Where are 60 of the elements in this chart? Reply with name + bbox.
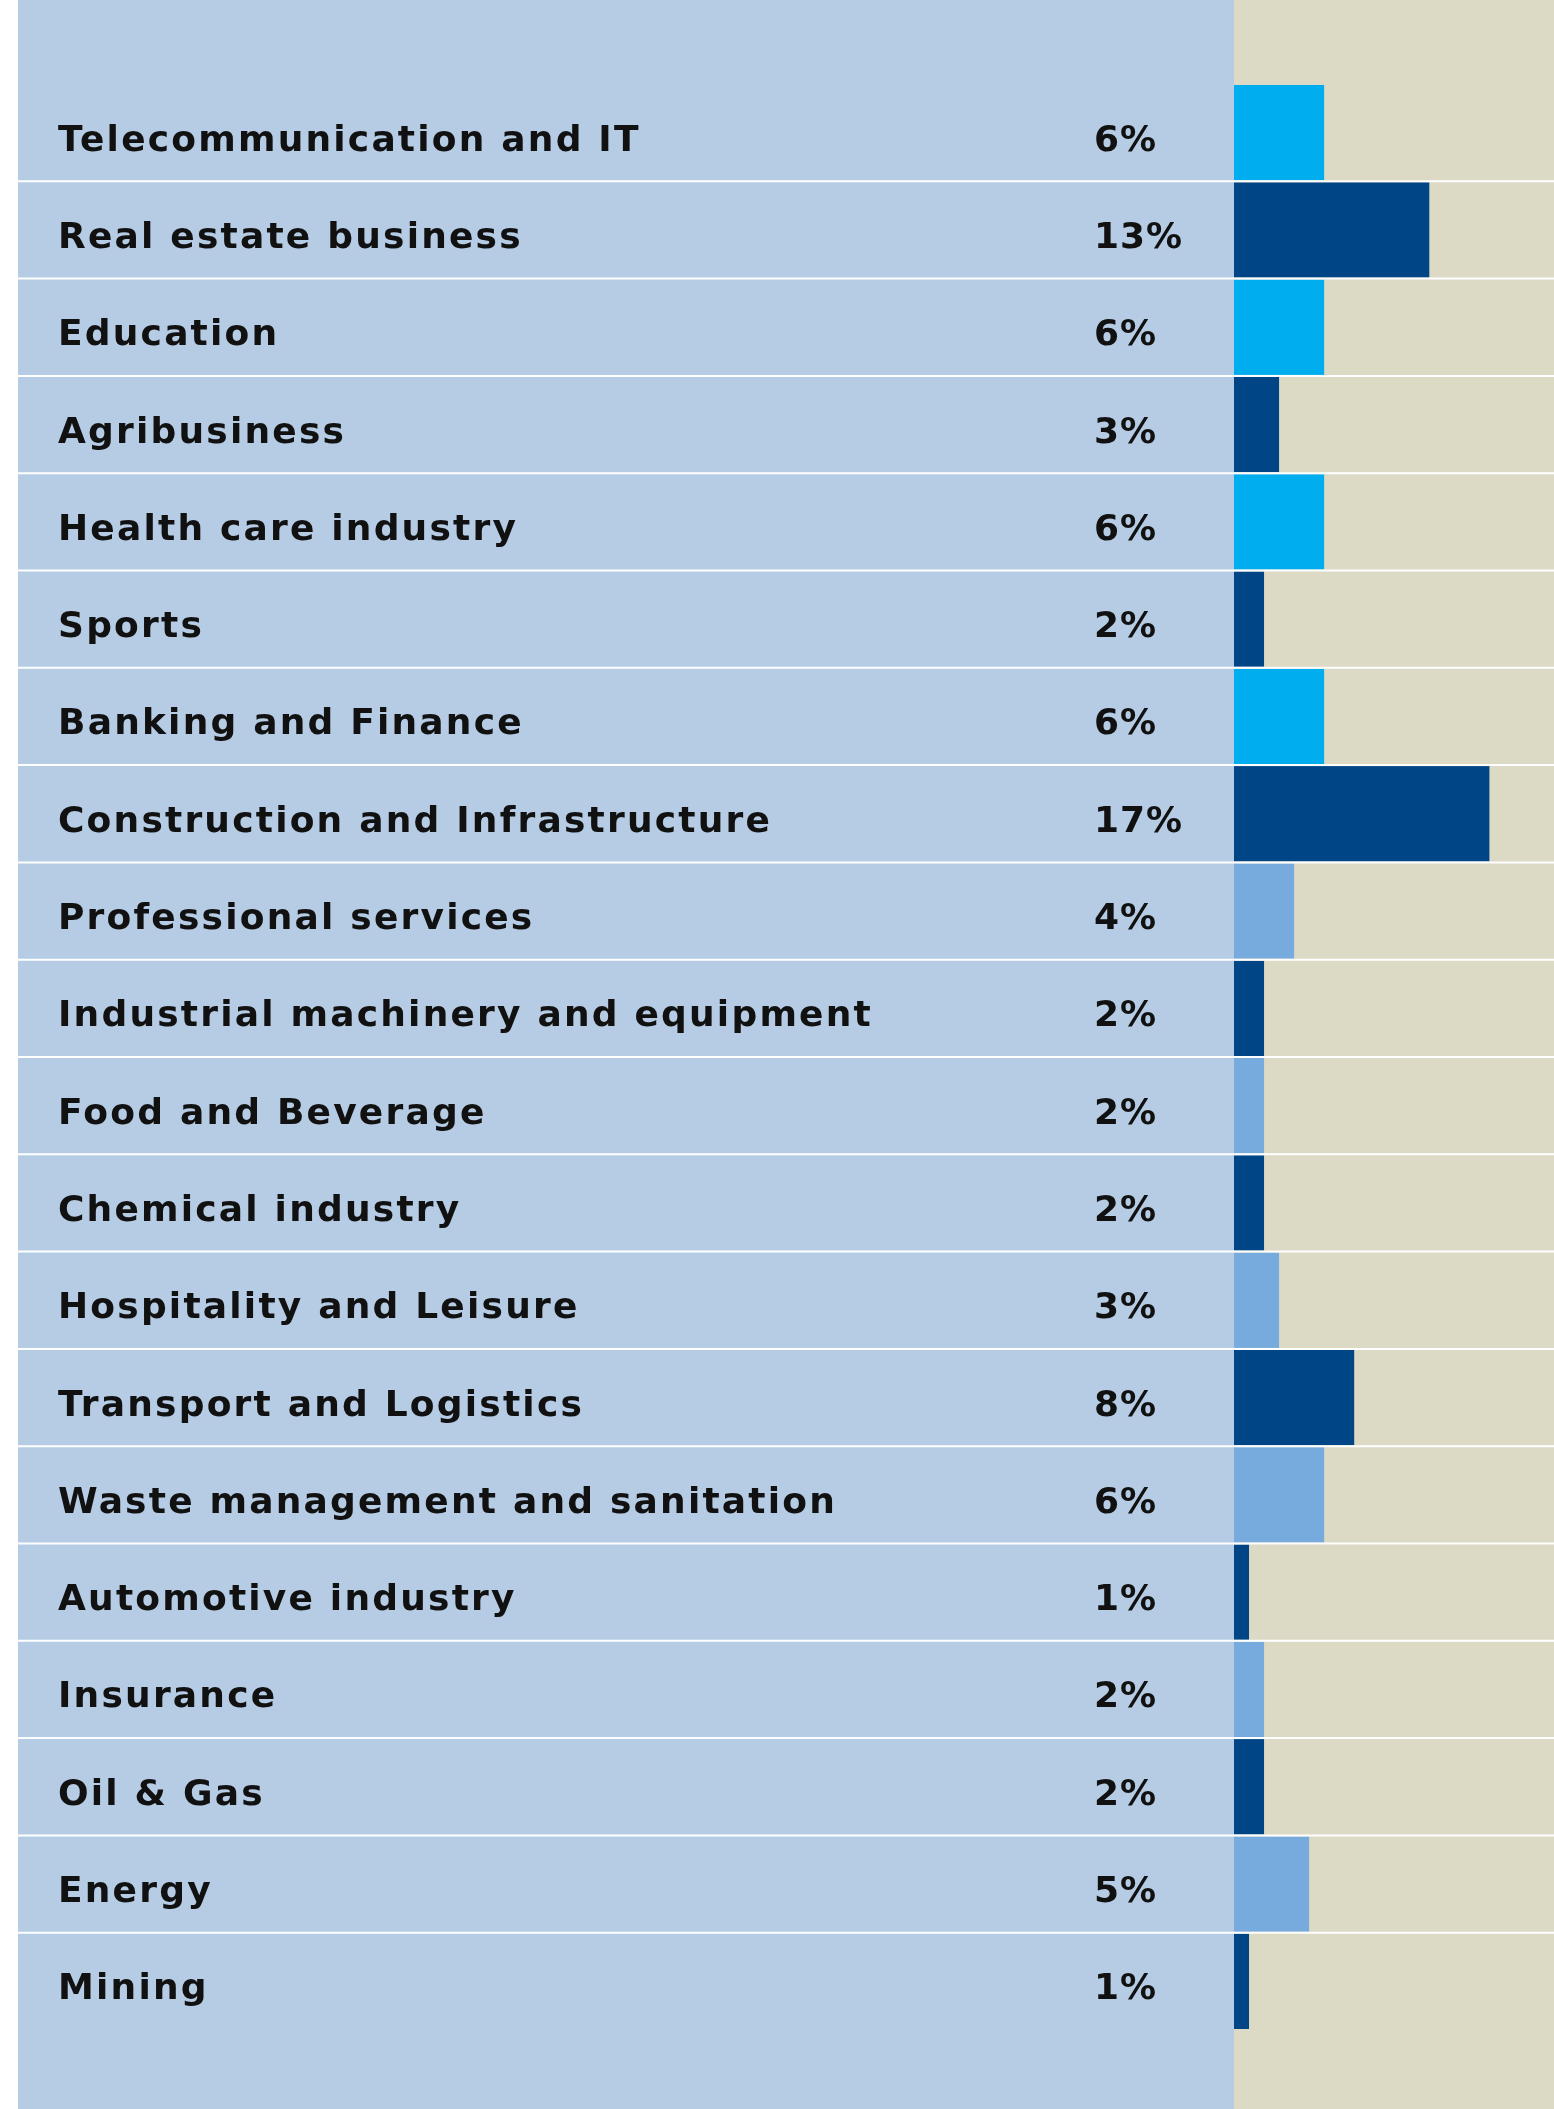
bar: [1234, 766, 1490, 862]
bar: [1234, 474, 1325, 570]
y-tick-label: Health care industry: [58, 506, 519, 548]
bar: [1234, 1155, 1265, 1251]
data-label: 6%: [1094, 1479, 1158, 1521]
bar: [1234, 960, 1265, 1056]
data-label: 17%: [1094, 798, 1184, 840]
data-label: 2%: [1094, 604, 1158, 646]
y-tick-label: Agribusiness: [58, 409, 347, 451]
y-tick-label: Banking and Finance: [58, 701, 524, 743]
data-label: 2%: [1094, 993, 1158, 1035]
y-tick-label: Industrial machinery and equipment: [58, 993, 873, 1035]
bar: [1234, 1349, 1355, 1446]
bar: [1234, 571, 1265, 667]
y-tick-label: Food and Beverage: [58, 1090, 487, 1132]
bar: [1234, 1447, 1325, 1543]
y-tick-label: Automotive industry: [58, 1577, 517, 1619]
y-tick-label: Hospitality and Leisure: [58, 1285, 580, 1327]
data-label: 5%: [1094, 1869, 1158, 1911]
data-label: 2%: [1094, 1187, 1158, 1229]
data-label: 3%: [1094, 1285, 1158, 1327]
data-label: 6%: [1094, 506, 1158, 548]
bar: [1234, 85, 1325, 181]
data-label: 3%: [1094, 409, 1158, 451]
bar: [1234, 1641, 1265, 1738]
bar: [1234, 863, 1295, 959]
bar: [1234, 668, 1325, 765]
bar: [1234, 1058, 1265, 1154]
bar: [1234, 1739, 1265, 1835]
y-tick-label: Real estate business: [58, 214, 523, 256]
y-tick-label: Telecommunication and IT: [58, 117, 641, 159]
bar: [1234, 182, 1430, 278]
y-tick-label: Chemical industry: [58, 1187, 462, 1229]
y-tick-label: Waste management and sanitation: [58, 1479, 838, 1521]
y-tick-label: Oil & Gas: [58, 1771, 265, 1813]
y-tick-label: Professional services: [58, 896, 535, 938]
data-label: 4%: [1094, 896, 1158, 938]
y-tick-label: Transport and Logistics: [58, 1382, 585, 1424]
data-label: 1%: [1094, 1966, 1158, 2008]
y-tick-label: Construction and Infrastructure: [58, 798, 773, 840]
y-tick-label: Energy: [58, 1869, 213, 1911]
y-tick-label: Education: [58, 312, 280, 354]
bar: [1234, 1252, 1280, 1348]
data-label: 8%: [1094, 1382, 1158, 1424]
bar: [1234, 376, 1280, 473]
data-label: 2%: [1094, 1771, 1158, 1813]
data-label: 2%: [1094, 1090, 1158, 1132]
data-label: 6%: [1094, 117, 1158, 159]
bar: [1234, 1836, 1310, 1932]
y-tick-label: Mining: [58, 1966, 209, 2008]
y-tick-label: Sports: [58, 604, 205, 646]
y-tick-label: Insurance: [58, 1674, 278, 1716]
data-label: 1%: [1094, 1577, 1158, 1619]
bar: [1234, 279, 1325, 375]
data-label: 6%: [1094, 312, 1158, 354]
data-label: 6%: [1094, 701, 1158, 743]
data-label: 13%: [1094, 214, 1184, 256]
bar: [1234, 1933, 1250, 2029]
data-label: 2%: [1094, 1674, 1158, 1716]
bar: [1234, 1544, 1250, 1640]
